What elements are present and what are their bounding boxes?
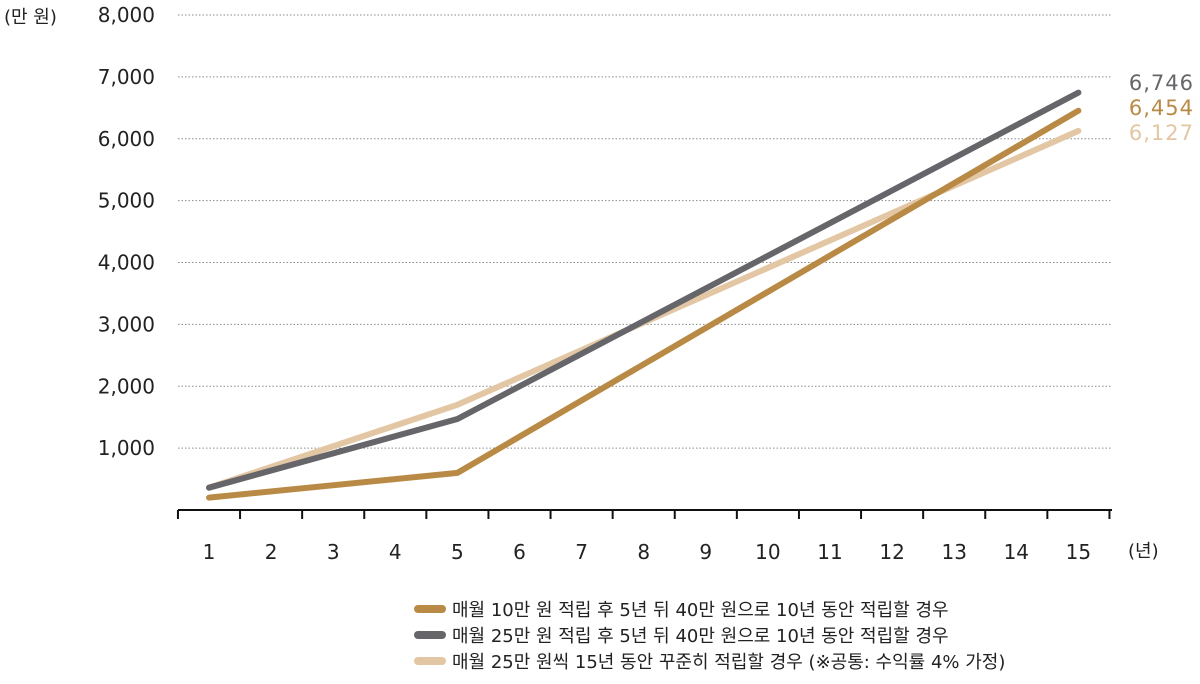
- x-tick-label: 4: [389, 540, 402, 564]
- legend: 매월 10만 원 적립 후 5년 뒤 40만 원으로 10년 동안 적립할 경우…: [414, 600, 1005, 673]
- x-tick-label: 2: [265, 540, 278, 564]
- y-tick-label: 6,000: [98, 127, 155, 151]
- series-line-3: [206, 127, 1082, 491]
- x-tick-label: 10: [755, 540, 780, 564]
- x-tick-label: 9: [699, 540, 712, 564]
- y-tick-label: 5,000: [98, 189, 155, 213]
- y-tick-label: 1,000: [98, 436, 155, 460]
- x-tick-label: 8: [637, 540, 650, 564]
- x-tick-label: 15: [1066, 540, 1091, 564]
- legend-label-2: 매월 25만 원 적립 후 5년 뒤 40만 원으로 10년 동안 적립할 경우: [452, 626, 949, 647]
- legend-label-1: 매월 10만 원 적립 후 5년 뒤 40만 원으로 10년 동안 적립할 경우: [452, 600, 949, 621]
- x-tick-label: 12: [879, 540, 904, 564]
- end-label-series-1: 6,454: [1129, 96, 1194, 120]
- legend-label-3: 매월 25만 원씩 15년 동안 꾸준히 적립할 경우 (※공통: 수익률 4%…: [452, 652, 1005, 673]
- series-line-2: [206, 89, 1082, 491]
- y-tick-label: 7,000: [98, 65, 155, 89]
- x-tick-label: 11: [817, 540, 842, 564]
- x-tick-label: 5: [451, 540, 464, 564]
- y-tick-label: 3,000: [98, 312, 155, 336]
- end-label-series-3: 6,127: [1129, 121, 1194, 145]
- x-tick-label: 13: [941, 540, 966, 564]
- gridlines: [178, 14, 1112, 449]
- y-axis: (만 원) 1,000 2,000 3,000 4,000 5,000 6,000 7,000…: [4, 3, 155, 460]
- x-tick-label: 14: [1004, 540, 1029, 564]
- y-tick-label: 4,000: [98, 251, 155, 275]
- y-axis-unit: (만 원): [4, 7, 57, 28]
- series-lines: [206, 89, 1082, 501]
- end-label-series-2: 6,746: [1129, 71, 1194, 95]
- x-tick-label: 7: [575, 540, 588, 564]
- y-tick-label: 2,000: [98, 374, 155, 398]
- x-tick-label: 3: [327, 540, 340, 564]
- x-tick-label: 1: [203, 540, 216, 564]
- x-axis: 1 2 3 4 5 6 7 8 9 10 11 12 13 14 15 (년): [176, 509, 1159, 564]
- y-tick-label: 8,000: [98, 3, 155, 27]
- series-line-1: [206, 107, 1082, 501]
- x-axis-unit: (년): [1128, 541, 1159, 562]
- x-tick-label: 6: [513, 540, 526, 564]
